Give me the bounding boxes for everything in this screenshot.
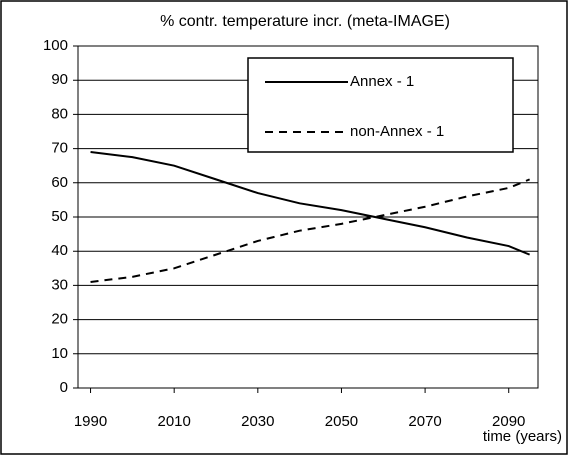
y-tick-label: 0 [60,379,68,396]
y-tick-label: 50 [51,208,68,225]
legend-label: Annex - 1 [350,73,414,90]
x-tick-label: 2070 [408,413,441,430]
legend-label: non-Annex - 1 [350,123,444,140]
x-tick-label: 2010 [157,413,190,430]
legend [247,57,514,153]
y-tick-label: 60 [51,174,68,191]
y-tick-label: 10 [51,345,68,362]
y-tick-label: 40 [51,242,68,259]
x-tick-label: 2030 [241,413,274,430]
y-tick-label: 90 [51,71,68,88]
y-tick-label: 100 [43,37,68,54]
y-tick-label: 30 [51,276,68,293]
data-line [90,151,531,256]
data-line [90,178,531,283]
x-axis-label: time (years) [483,428,562,445]
x-tick-label: 1990 [74,413,107,430]
y-tick-label: 80 [51,105,68,122]
y-tick-label: 20 [51,311,68,328]
y-tick-label: 70 [51,140,68,157]
x-tick-label: 2050 [325,413,358,430]
chart-title: % contr. temperature incr. (meta-IMAGE) [160,13,450,30]
x-tick-label: 2090 [492,413,525,430]
